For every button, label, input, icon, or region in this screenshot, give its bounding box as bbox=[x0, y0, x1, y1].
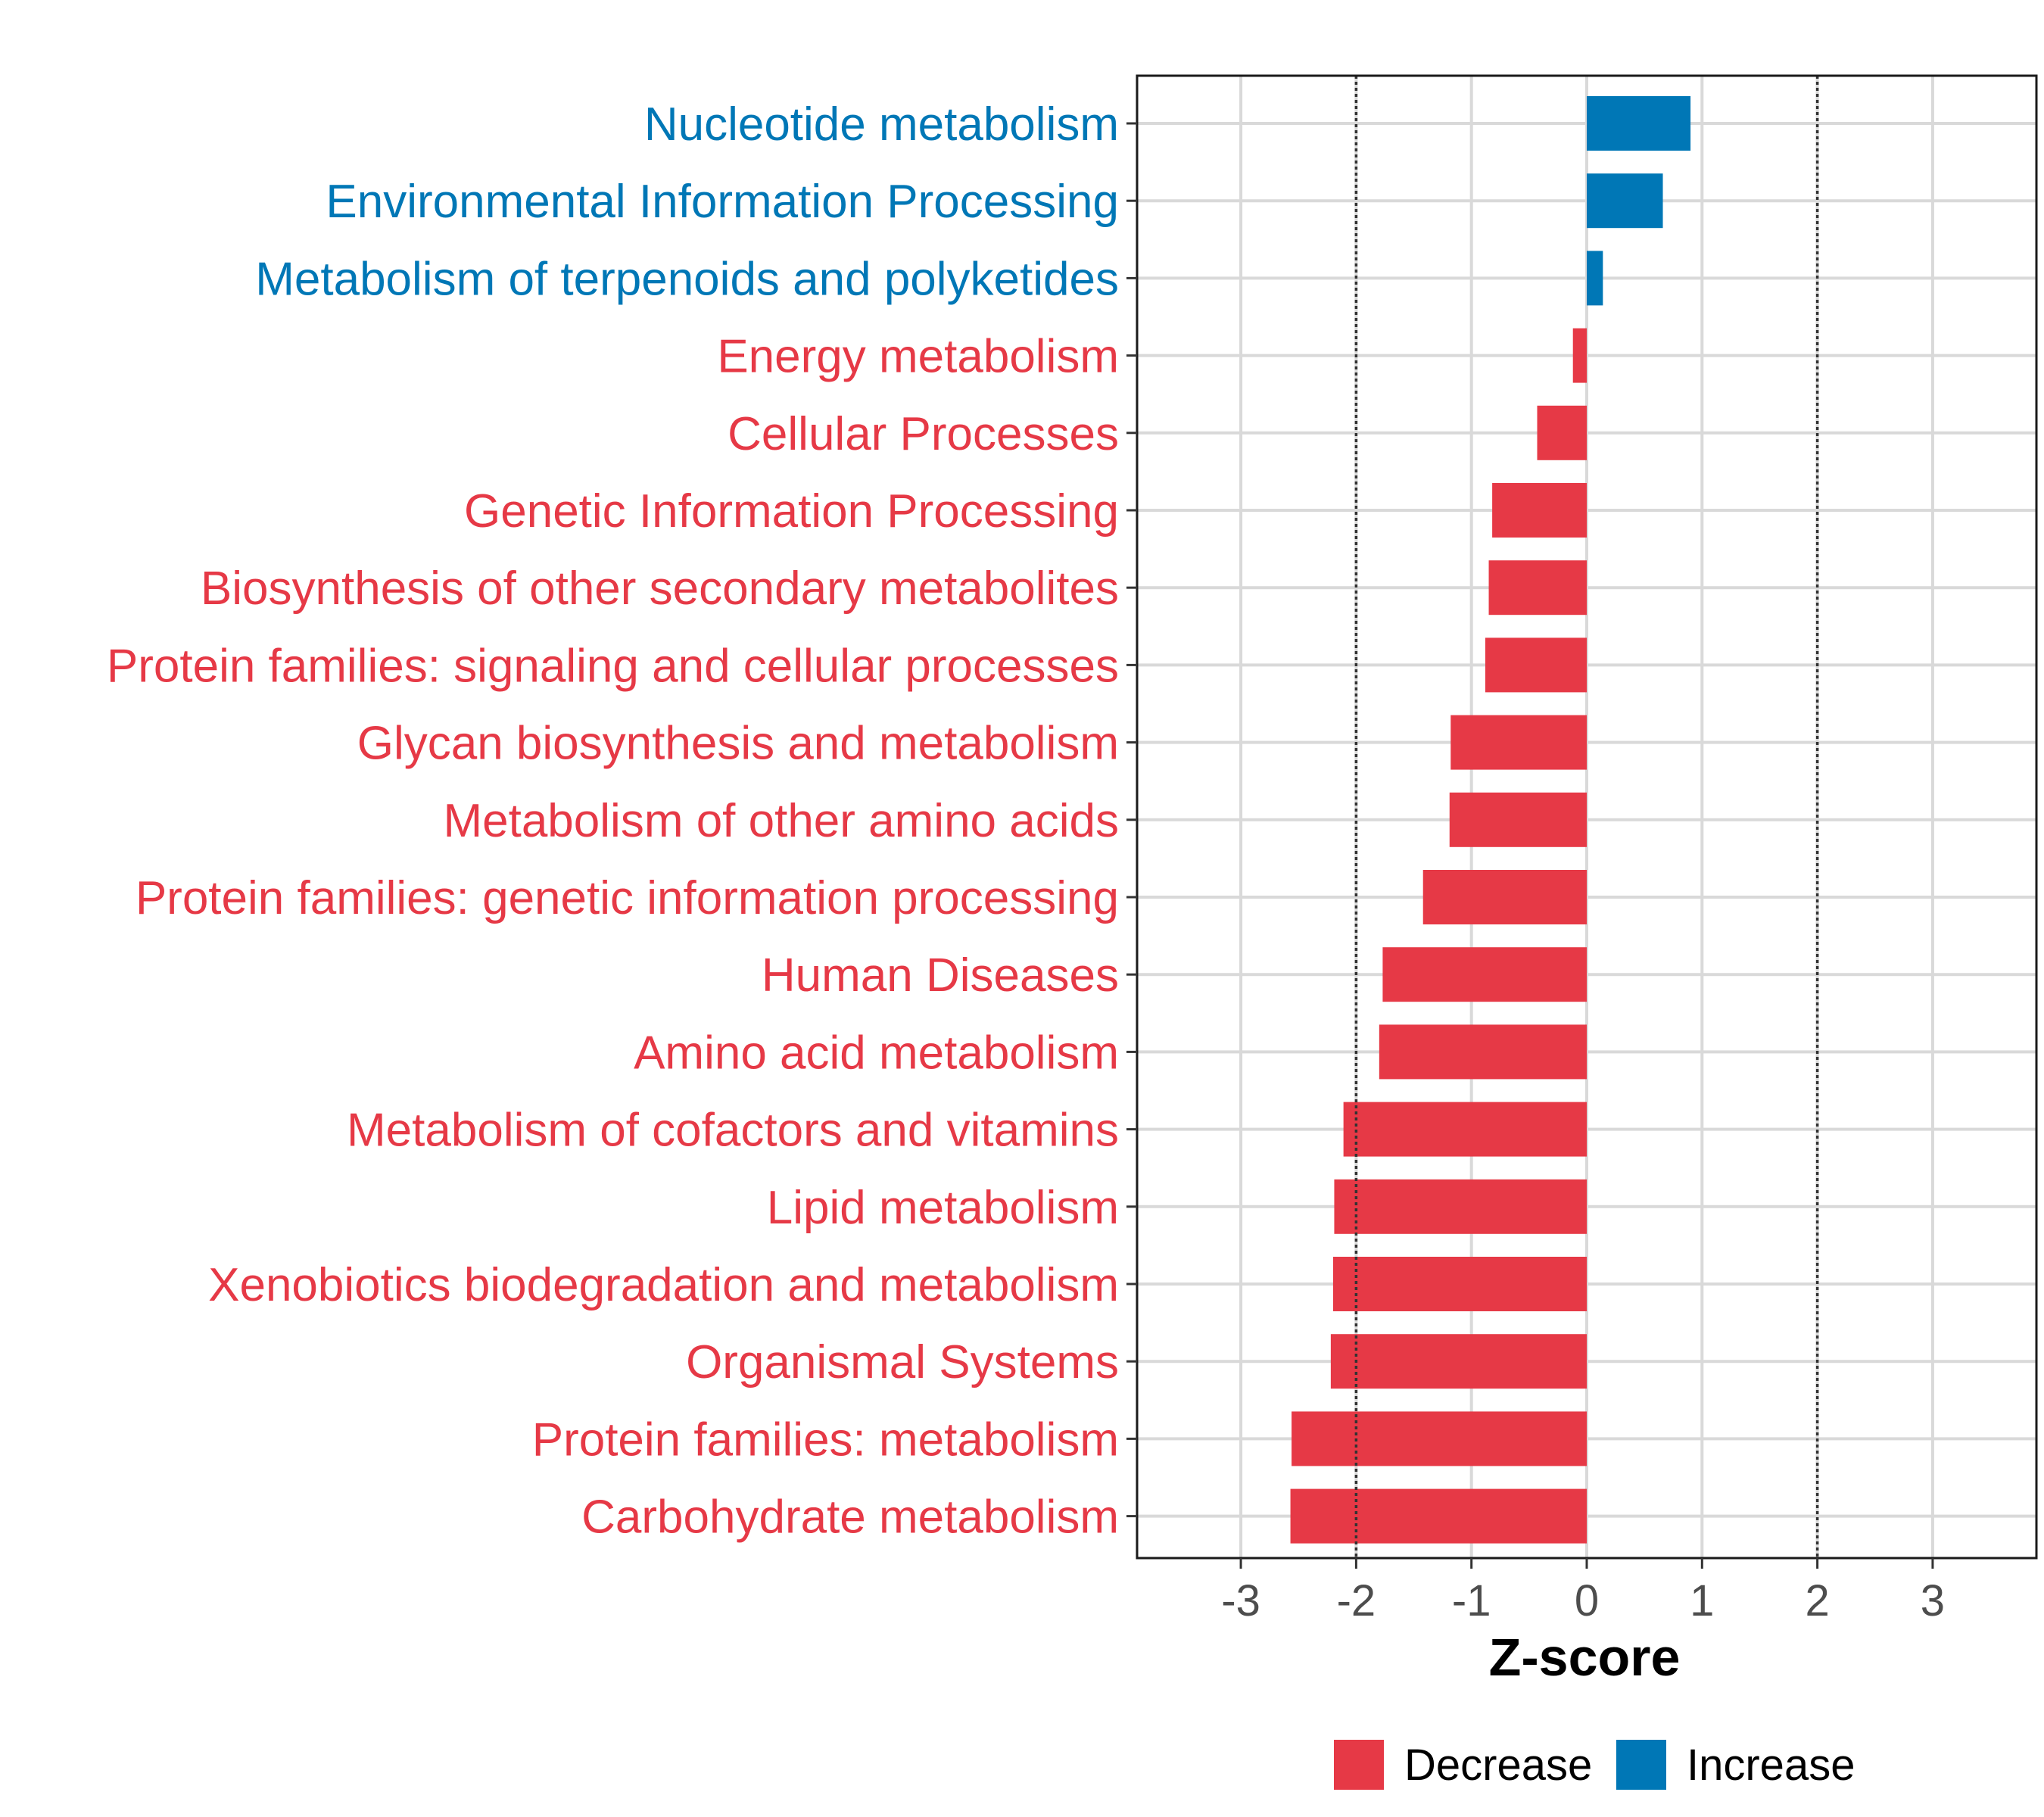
category-label-protein-families-signaling-and-cellular-processes: Protein families: signaling and cellular… bbox=[107, 640, 1119, 692]
bar-protein-families-genetic-information-processing bbox=[1422, 870, 1587, 924]
bar-cellular-processes bbox=[1537, 405, 1587, 460]
legend-swatch-decrease bbox=[1334, 1740, 1384, 1790]
bar-protein-families-signaling-and-cellular-processes bbox=[1485, 637, 1587, 693]
bar-glycan-biosynthesis-and-metabolism bbox=[1450, 715, 1587, 770]
bar-nucleotide-metabolism bbox=[1587, 96, 1691, 151]
category-label-lipid-metabolism: Lipid metabolism bbox=[767, 1182, 1119, 1234]
category-label-protein-families-metabolism: Protein families: metabolism bbox=[532, 1413, 1119, 1466]
x-axis-title: Z-score bbox=[1489, 1628, 1681, 1687]
y-axis-ticks bbox=[1126, 122, 1137, 1518]
x-tick-label-2: 2 bbox=[1805, 1576, 1829, 1625]
bar-metabolism-of-other-amino-acids bbox=[1449, 792, 1587, 847]
category-label-environmental-information-processing: Environmental Information Processing bbox=[326, 176, 1119, 228]
category-label-organismal-systems: Organismal Systems bbox=[686, 1336, 1119, 1388]
bar-environmental-information-processing bbox=[1587, 173, 1663, 229]
x-tick-label-1: 1 bbox=[1690, 1576, 1714, 1625]
category-label-genetic-information-processing: Genetic Information Processing bbox=[464, 485, 1119, 538]
x-tick-label-3: 3 bbox=[1921, 1576, 1945, 1625]
category-label-glycan-biosynthesis-and-metabolism: Glycan biosynthesis and metabolism bbox=[357, 718, 1119, 770]
bar-metabolism-of-cofactors-and-vitamins bbox=[1343, 1102, 1587, 1157]
legend: Decrease Increase bbox=[1334, 1740, 1855, 1790]
bar-energy-metabolism bbox=[1572, 328, 1587, 383]
category-label-nucleotide-metabolism: Nucleotide metabolism bbox=[644, 98, 1119, 151]
bar-lipid-metabolism bbox=[1334, 1179, 1587, 1234]
x-axis-labels: -3 -2 -1 0 1 2 3 bbox=[1221, 1576, 1945, 1625]
category-label-protein-families-genetic-information-processing: Protein families: genetic information pr… bbox=[136, 872, 1119, 924]
x-tick-label-2: -2 bbox=[1337, 1576, 1376, 1625]
legend-label-decrease: Decrease bbox=[1404, 1741, 1592, 1790]
category-label-human-diseases: Human Diseases bbox=[762, 949, 1119, 1002]
bar-amino-acid-metabolism bbox=[1379, 1024, 1587, 1080]
x-tick-label-0: 0 bbox=[1575, 1576, 1599, 1625]
bar-biosynthesis-of-other-secondary-metabolites bbox=[1488, 560, 1587, 616]
bar-genetic-information-processing bbox=[1492, 483, 1587, 538]
category-label-amino-acid-metabolism: Amino acid metabolism bbox=[634, 1027, 1119, 1079]
category-label-metabolism-of-other-amino-acids: Metabolism of other amino acids bbox=[443, 795, 1119, 847]
category-label-metabolism-of-terpenoids-and-polyketides: Metabolism of terpenoids and polyketides bbox=[255, 253, 1119, 305]
reference-lines bbox=[1354, 76, 1819, 1558]
bar-xenobiotics-biodegradation-and-metabolism bbox=[1332, 1257, 1587, 1311]
bar-organismal-systems bbox=[1330, 1334, 1587, 1389]
category-label-carbohydrate-metabolism: Carbohydrate metabolism bbox=[581, 1491, 1119, 1544]
x-tick-label-3: -3 bbox=[1221, 1576, 1260, 1625]
bar-carbohydrate-metabolism bbox=[1290, 1488, 1587, 1544]
x-axis-ticks bbox=[1239, 1558, 1934, 1569]
bars bbox=[1290, 96, 1691, 1544]
category-label-xenobiotics-biodegradation-and-metabolism: Xenobiotics biodegradation and metabolis… bbox=[208, 1259, 1119, 1311]
legend-swatch-increase bbox=[1616, 1740, 1666, 1790]
legend-label-increase: Increase bbox=[1687, 1741, 1855, 1790]
y-axis-labels: Nucleotide metabolism Environmental Infor… bbox=[107, 98, 1119, 1544]
x-tick-label-1: -1 bbox=[1452, 1576, 1491, 1625]
category-label-cellular-processes: Cellular Processes bbox=[728, 408, 1119, 460]
bar-metabolism-of-terpenoids-and-polyketides bbox=[1587, 251, 1603, 306]
bar-protein-families-metabolism bbox=[1292, 1411, 1587, 1466]
category-label-energy-metabolism: Energy metabolism bbox=[717, 331, 1119, 383]
category-label-metabolism-of-cofactors-and-vitamins: Metabolism of cofactors and vitamins bbox=[347, 1105, 1119, 1157]
bar-human-diseases bbox=[1382, 947, 1587, 1002]
category-label-biosynthesis-of-other-secondary-metabolites: Biosynthesis of other secondary metaboli… bbox=[201, 563, 1119, 615]
